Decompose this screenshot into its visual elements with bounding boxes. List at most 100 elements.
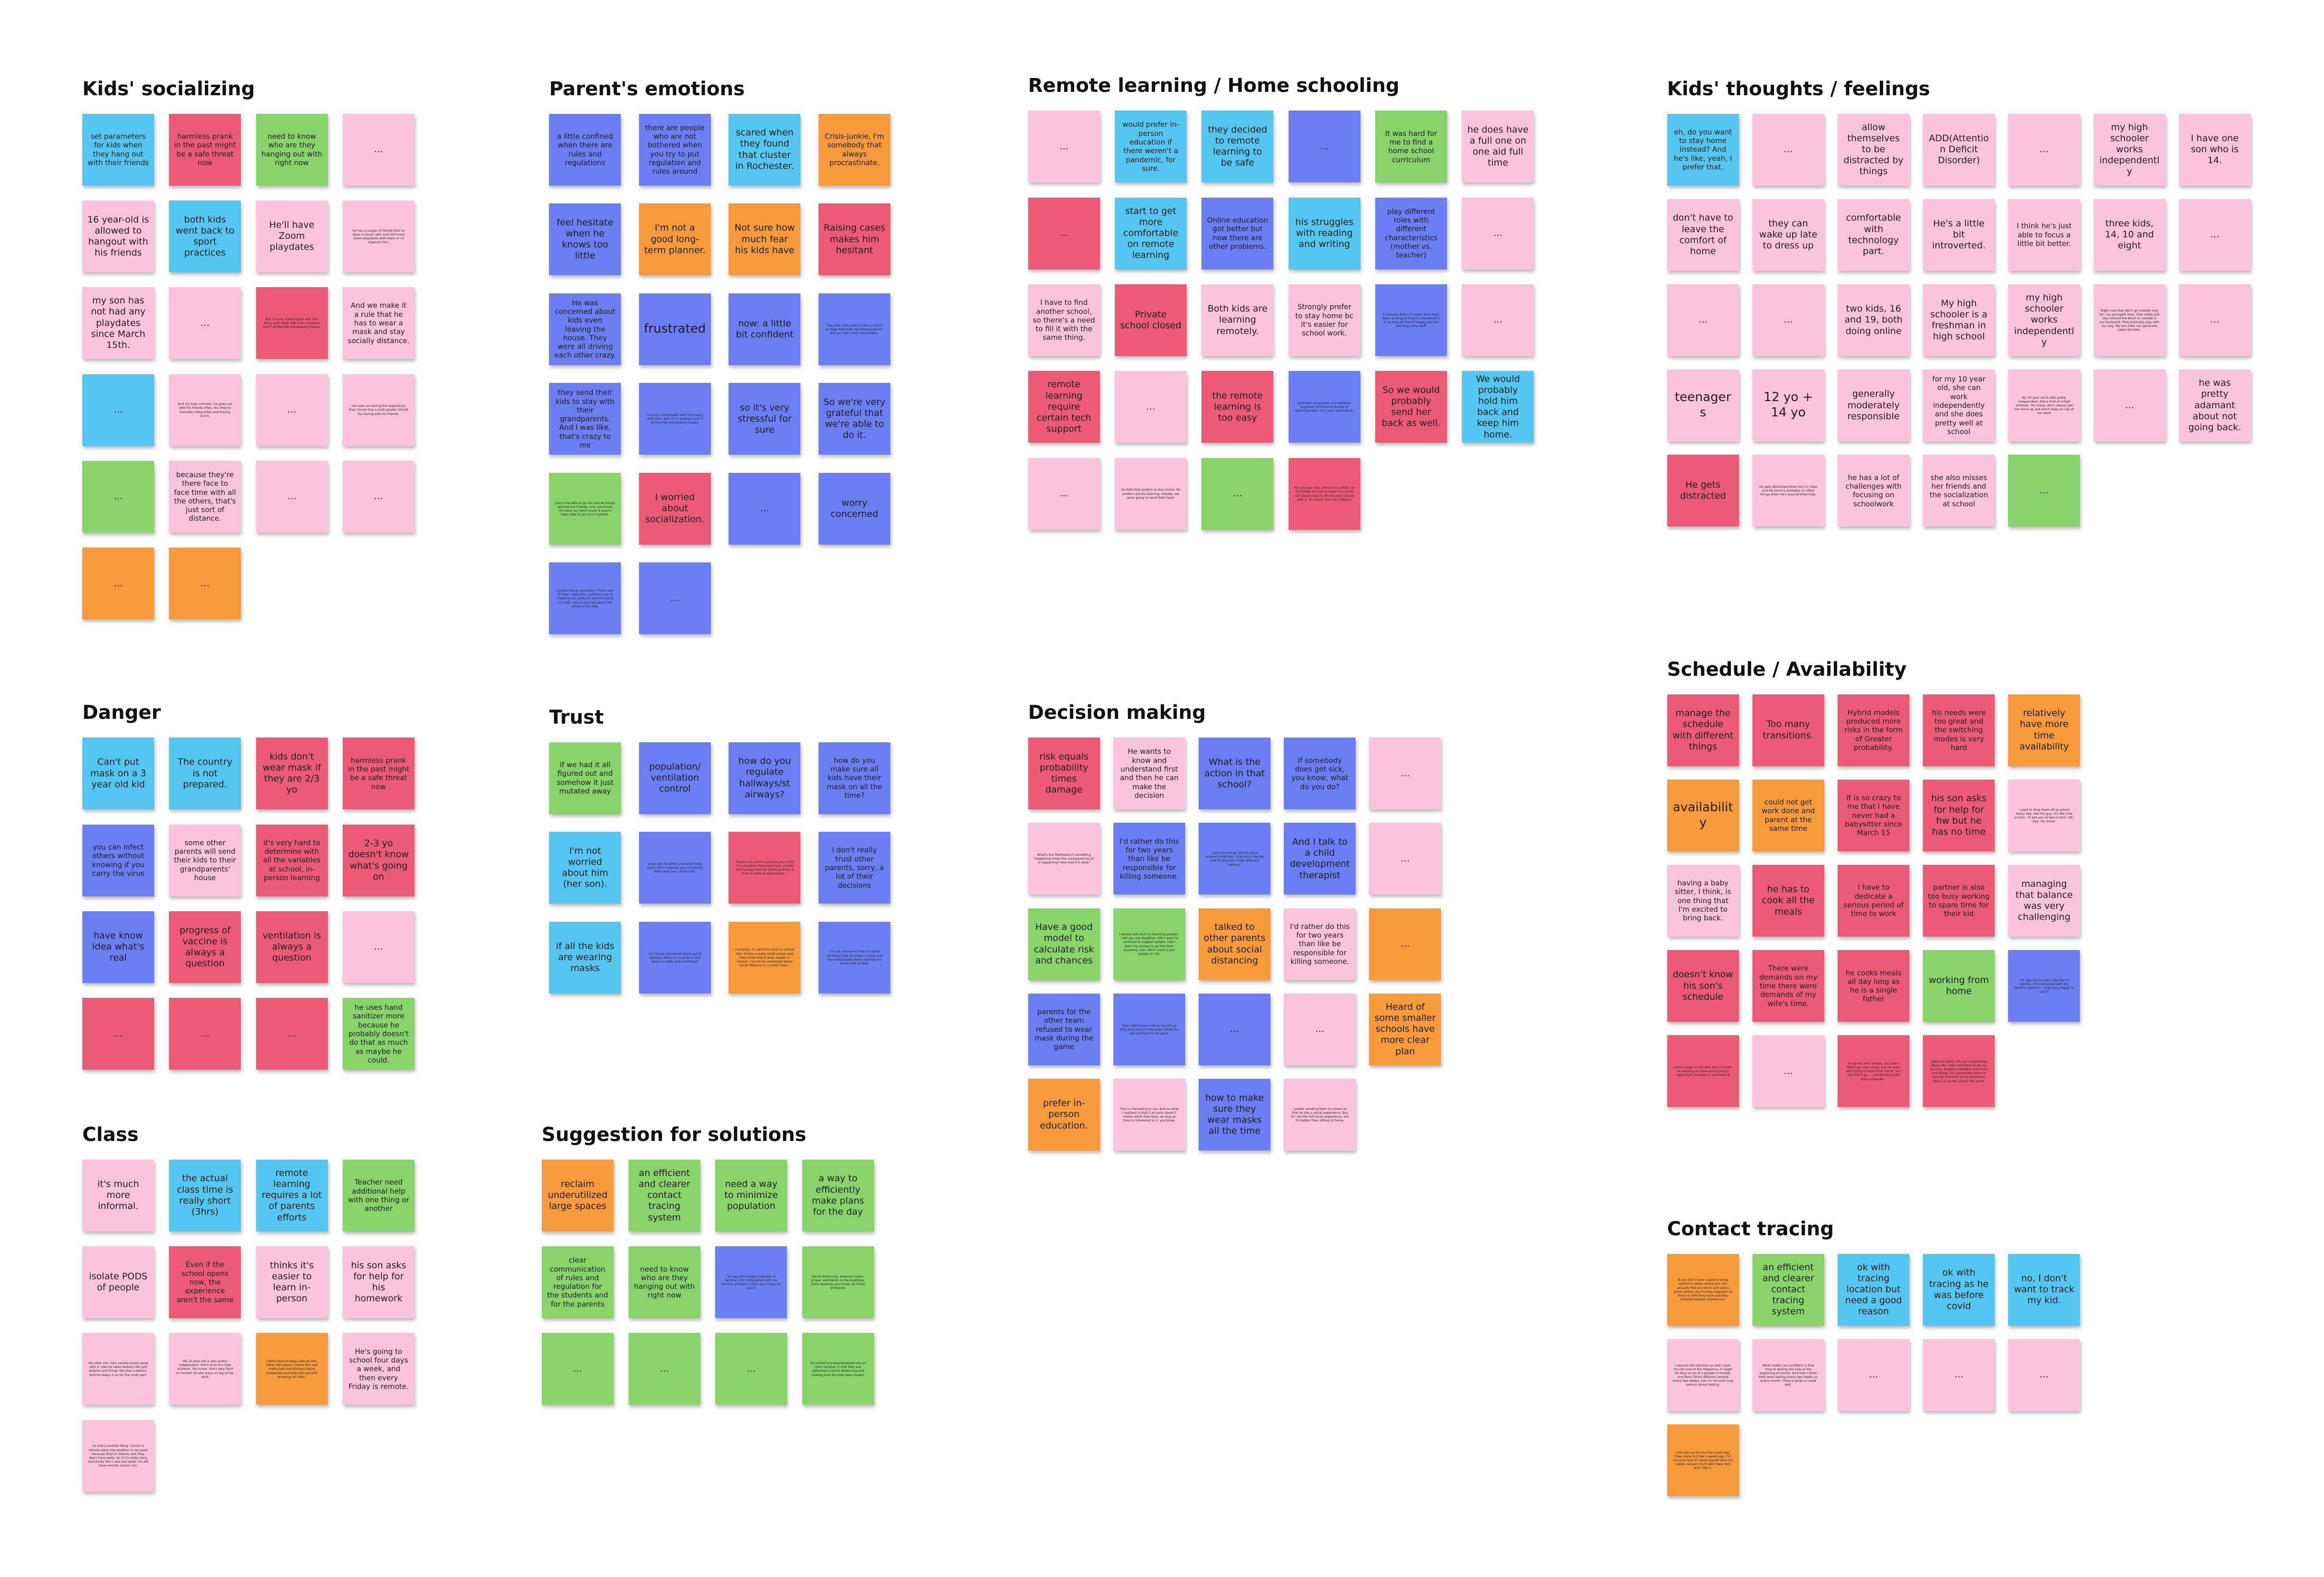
sticky-note[interactable]: … [2178, 284, 2251, 356]
sticky-note[interactable]: … [256, 460, 328, 533]
sticky-note[interactable]: If somebody does get sick, you know, wha… [1284, 738, 1356, 810]
sticky-note[interactable]: he ignore their emails, because I didn't… [1837, 1035, 1909, 1107]
sticky-note[interactable]: We would probably hold him back and keep… [1462, 371, 1534, 443]
sticky-note[interactable]: … [2008, 113, 2080, 186]
sticky-note[interactable]: Both kids are learning remotely. [1201, 284, 1274, 356]
sticky-note[interactable]: It is so crazy to me that I have never h… [1837, 779, 1909, 851]
sticky-note[interactable]: … [2008, 1339, 2080, 1411]
sticky-note[interactable]: for my 10 year old, she can work indepen… [1923, 369, 1995, 442]
sticky-note[interactable]: He's a little bit introverted. [1923, 199, 1995, 271]
sticky-note[interactable]: he definitely prefers to stay home. He p… [1115, 458, 1187, 530]
sticky-note[interactable]: … [342, 911, 415, 983]
sticky-note[interactable]: how to make sure they wear masks all the… [1199, 1078, 1271, 1151]
sticky-note[interactable]: He'll have Zoom playdates [256, 200, 328, 272]
sticky-note[interactable]: Social distancing, wearing masks, proper… [802, 1246, 874, 1319]
sticky-note[interactable]: Not sure how much fear his kids have [729, 203, 801, 276]
sticky-note[interactable]: when you do when you send three years ol… [639, 832, 711, 904]
sticky-note[interactable]: it's very hard to determine with all the… [256, 824, 328, 896]
sticky-note[interactable]: There's no point in putting your child i… [729, 832, 801, 904]
sticky-note[interactable]: three kids, 14, 10 and eight [2093, 199, 2166, 271]
sticky-note[interactable]: … [2178, 199, 2251, 271]
sticky-note[interactable]: an efficient and clearer contact tracing… [628, 1159, 700, 1231]
sticky-note[interactable]: I think he's just able to focus a little… [2008, 199, 2080, 271]
sticky-note[interactable]: … [342, 460, 415, 533]
sticky-note[interactable]: Can't put mask on a 3 year old kid [82, 738, 154, 810]
sticky-note[interactable]: … [1115, 371, 1187, 443]
sticky-note[interactable]: need to know who are they hanging out wi… [256, 113, 328, 186]
sticky-note[interactable]: two kids, 16 and 19, both doing online [1837, 284, 1909, 356]
sticky-note[interactable]: He was concerned about kids even leaving… [549, 293, 621, 365]
sticky-note[interactable]: … [2093, 369, 2166, 442]
sticky-note[interactable]: start to get more comfortable on remote … [1115, 197, 1187, 269]
sticky-note[interactable]: clear communication of rules and regulat… [541, 1246, 614, 1319]
sticky-note[interactable]: talked to other parents about social dis… [1199, 908, 1271, 980]
sticky-note[interactable]: his son asks for help for hw but he has … [1923, 779, 1995, 851]
sticky-note[interactable]: He gets distracted [1667, 455, 1739, 527]
sticky-note[interactable]: frustrated [639, 293, 711, 365]
cluster-title[interactable]: Kids' socializing [82, 78, 255, 100]
sticky-note[interactable]: they send their kids to stay with their … [549, 383, 621, 455]
sticky-note[interactable]: I have one son who is 14. [2178, 113, 2251, 186]
sticky-note[interactable]: an efficient and clearer contact tracing… [1752, 1253, 1824, 1326]
sticky-note[interactable]: My high schooler is a freshman in high s… [1923, 284, 1995, 356]
sticky-note[interactable]: managing that balance was very challengi… [2008, 864, 2080, 937]
sticky-note[interactable]: … [1752, 284, 1824, 356]
sticky-note[interactable]: 16 year-old is allowed to hangout with h… [82, 200, 154, 272]
cluster-title[interactable]: Trust [549, 706, 604, 728]
sticky-note[interactable]: Online education got better but now ther… [1201, 197, 1274, 269]
sticky-note[interactable]: … [2008, 455, 2080, 527]
sticky-note[interactable]: eh, do you want to stay home instead? An… [1667, 113, 1739, 186]
sticky-note[interactable]: … [1837, 1339, 1909, 1411]
sticky-note[interactable]: Even if the school opens now, the experi… [169, 1246, 241, 1319]
sticky-note[interactable]: Heard of some smaller schools have more … [1369, 993, 1441, 1065]
sticky-note[interactable]: my son has not had any playdates since M… [82, 287, 154, 359]
sticky-note[interactable]: What is the action in that school? [1199, 738, 1271, 810]
sticky-note[interactable]: he gets distracted when he's in class an… [1752, 455, 1824, 527]
sticky-note[interactable]: … [1667, 284, 1739, 356]
sticky-note[interactable]: don't have to leave the comfort of home [1667, 199, 1739, 271]
sticky-note[interactable]: need to know who are they hanging out wi… [628, 1246, 700, 1319]
sticky-note[interactable]: If you don't have a good tracing system … [1667, 1253, 1739, 1326]
sticky-note[interactable]: I guess like up and down. I have sort of… [549, 562, 621, 635]
cluster-title[interactable]: Contact tracing [1667, 1218, 1834, 1240]
sticky-note[interactable]: … [1201, 458, 1274, 530]
sticky-note[interactable]: a way to efficiently make plans for the … [802, 1159, 874, 1231]
sticky-note[interactable]: a little confined when there are rules a… [549, 113, 621, 186]
sticky-note[interactable]: could not get work done and parent at th… [1752, 779, 1824, 851]
sticky-note[interactable]: manage the schedule with different thing… [1667, 694, 1739, 766]
sticky-note[interactable]: … [1028, 458, 1100, 530]
sticky-note[interactable]: progress of vaccine is always a question [169, 911, 241, 983]
sticky-note[interactable]: Private school closed [1115, 284, 1187, 356]
sticky-note[interactable]: because they're there face to face time … [169, 460, 241, 533]
cluster-title[interactable]: Parent's emotions [549, 78, 745, 100]
sticky-note[interactable]: it's much more informal. [82, 1159, 154, 1231]
sticky-note[interactable]: … [169, 287, 241, 359]
sticky-note[interactable]: his son asks for help for his homework [342, 1246, 415, 1319]
cluster-title[interactable]: Danger [82, 702, 161, 724]
sticky-note[interactable]: And I didn't even talk to my son at that… [1113, 993, 1185, 1065]
sticky-note[interactable]: What makes me confident is that they're … [1752, 1339, 1824, 1411]
sticky-note[interactable]: he does have a full one on one aid full … [1462, 111, 1534, 183]
cluster-title[interactable]: Class [82, 1123, 139, 1146]
sticky-note[interactable]: harmless prank in the past might be a sa… [169, 113, 241, 186]
sticky-note[interactable]: "an app like Google Calendar or familiar… [2008, 950, 2080, 1022]
sticky-note[interactable]: the remote learning is too easy [1201, 371, 1274, 443]
sticky-note[interactable]: … [1752, 1035, 1824, 1107]
sticky-note[interactable]: Have a good model to calculate risk and … [1028, 908, 1100, 980]
sticky-note[interactable]: Crisis-junkie, I'm somebody that always … [819, 113, 891, 186]
sticky-note[interactable]: … [169, 548, 241, 620]
sticky-note[interactable]: My older son, he's usually pretty good w… [82, 1333, 154, 1405]
sticky-note[interactable]: I just have to go and do some research a… [1199, 823, 1271, 895]
sticky-note[interactable]: … [169, 998, 241, 1070]
sticky-note[interactable]: scared when they found that cluster in R… [729, 113, 801, 186]
sticky-note[interactable]: remote learning requires a lot of parent… [256, 1159, 328, 1231]
sticky-note[interactable]: And then my partner is a software engine… [1288, 371, 1360, 443]
sticky-note[interactable]: And I talk to a child development therap… [1284, 823, 1356, 895]
sticky-note[interactable]: doesn't know his son's schedule [1667, 950, 1739, 1022]
sticky-note[interactable]: the actual class time is really short (3… [169, 1159, 241, 1231]
sticky-note[interactable]: they can wake up late to dress up [1752, 199, 1824, 271]
sticky-note[interactable]: generally moderately responsible [1837, 369, 1909, 442]
sticky-note[interactable]: risk equals probability times damage [1028, 738, 1100, 810]
sticky-note[interactable]: … [1199, 993, 1271, 1065]
sticky-note[interactable]: I'm only comfortable with him being with… [639, 383, 711, 455]
